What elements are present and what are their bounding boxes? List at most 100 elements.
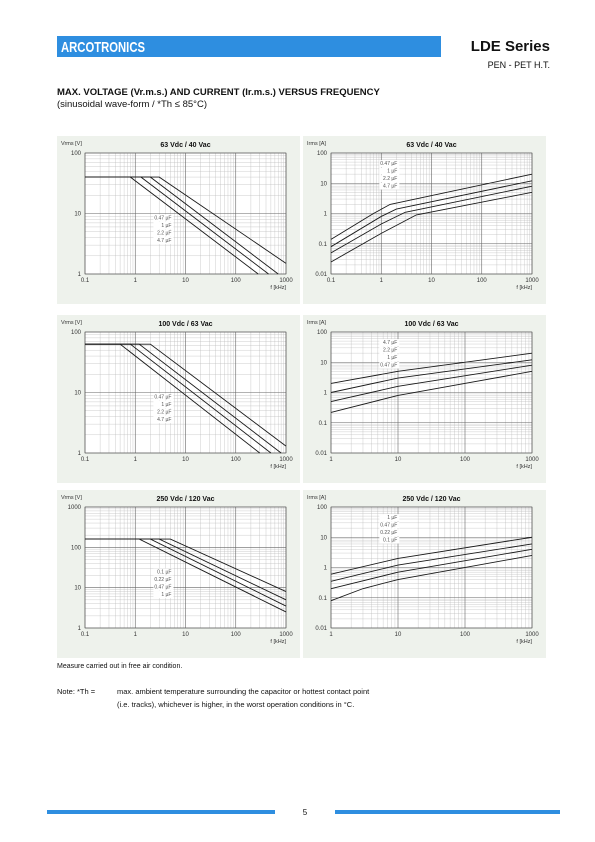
series-line bbox=[85, 538, 287, 613]
chart: 1 10 100 1000 0.01 0.1 1 10 100 100 Vdc / 63 Vac I… bbox=[303, 315, 546, 483]
plot-frame bbox=[330, 152, 533, 275]
y-tick-label: 0.1 bbox=[319, 421, 328, 427]
legend-backing bbox=[153, 214, 174, 222]
legend-backing bbox=[379, 521, 400, 529]
x-tick-label: 0.1 bbox=[81, 278, 90, 284]
x-tick-label: 10 bbox=[428, 278, 435, 284]
legend-backing bbox=[379, 536, 400, 544]
y-tick-label: 0.01 bbox=[315, 451, 327, 457]
legend-backing bbox=[379, 182, 400, 190]
series-line bbox=[330, 185, 533, 254]
legend-label: 2.2 µF bbox=[383, 176, 397, 182]
x-tick-label: 1000 bbox=[525, 278, 539, 284]
legend-label: 0.47 µF bbox=[380, 363, 397, 369]
y-tick-label: 1 bbox=[324, 391, 328, 397]
y-tick-label: 0.1 bbox=[319, 242, 328, 248]
x-tick-label: 1000 bbox=[279, 457, 293, 463]
series-line bbox=[330, 191, 533, 263]
series-line bbox=[330, 555, 533, 602]
y-tick-label: 10 bbox=[74, 586, 81, 592]
series-line bbox=[330, 543, 533, 582]
footer-bar bbox=[335, 810, 560, 814]
x-tick-label: 100 bbox=[231, 632, 242, 638]
legend-label: 4.7 µF bbox=[157, 238, 171, 244]
x-tick-label: 100 bbox=[231, 457, 242, 463]
legend-label: 1 µF bbox=[161, 592, 171, 598]
x-axis-label: f [kHz] bbox=[270, 464, 286, 470]
chart-title: 250 Vdc / 120 Vac bbox=[403, 496, 461, 503]
series-line bbox=[330, 370, 533, 413]
legend-backing bbox=[153, 401, 174, 409]
y-axis-label: Irms [A] bbox=[307, 141, 326, 147]
y-axis-label: Vrms [V] bbox=[61, 320, 82, 326]
legend-label: 4.7 µF bbox=[383, 184, 397, 190]
legend-label: 1 µF bbox=[161, 223, 171, 229]
legend-backing bbox=[153, 237, 174, 245]
x-tick-label: 1000 bbox=[279, 632, 293, 638]
y-tick-label: 100 bbox=[317, 330, 328, 336]
brand-bar bbox=[57, 36, 441, 57]
x-tick-label: 100 bbox=[231, 278, 242, 284]
legend-label: 0.47 µF bbox=[154, 585, 171, 591]
legend-label: 0.22 µF bbox=[154, 577, 171, 583]
x-tick-label: 0.1 bbox=[327, 278, 336, 284]
legend-label: 1 µF bbox=[387, 515, 397, 521]
legend-label: 0.47 µF bbox=[380, 161, 397, 167]
legend-label: 2.2 µF bbox=[383, 348, 397, 354]
y-axis-label: Vrms [V] bbox=[61, 141, 82, 147]
legend-label: 0.22 µF bbox=[380, 530, 397, 536]
legend-backing bbox=[379, 167, 400, 175]
legend-backing bbox=[153, 568, 174, 576]
legend-backing bbox=[153, 222, 174, 230]
x-tick-label: 0.1 bbox=[81, 457, 90, 463]
plot-frame bbox=[84, 152, 287, 275]
series-line bbox=[330, 180, 533, 248]
legend-backing bbox=[153, 583, 174, 591]
y-tick-label: 1 bbox=[78, 626, 82, 632]
legend-label: 1 µF bbox=[387, 355, 397, 361]
y-axis-label: Vrms [V] bbox=[61, 495, 82, 501]
x-tick-label: 1 bbox=[329, 632, 333, 638]
x-tick-label: 100 bbox=[460, 632, 471, 638]
x-tick-label: 10 bbox=[182, 632, 189, 638]
plot-frame bbox=[84, 331, 287, 454]
x-tick-label: 1 bbox=[380, 278, 384, 284]
x-tick-label: 100 bbox=[460, 457, 471, 463]
y-tick-label: 100 bbox=[71, 151, 82, 157]
legend-label: 1 µF bbox=[161, 402, 171, 408]
legend-backing bbox=[379, 160, 400, 168]
legend-backing bbox=[153, 229, 174, 237]
legend-label: 1 µF bbox=[387, 169, 397, 175]
series-title: LDE Series bbox=[471, 38, 550, 55]
note-line: max. ambient temperature surrounding the… bbox=[117, 687, 370, 696]
y-tick-label: 0.01 bbox=[315, 626, 327, 632]
legend-backing bbox=[153, 393, 174, 401]
footer-bar bbox=[47, 810, 275, 814]
legend-backing bbox=[379, 346, 400, 354]
series-line bbox=[330, 173, 533, 240]
y-tick-label: 10 bbox=[320, 535, 327, 541]
y-tick-label: 0.1 bbox=[319, 596, 328, 602]
x-tick-label: 1000 bbox=[279, 278, 293, 284]
legend-label: 0.1 µF bbox=[157, 570, 171, 576]
legend-backing bbox=[379, 361, 400, 369]
x-axis-label: f [kHz] bbox=[516, 285, 532, 291]
legend-label: 0.1 µF bbox=[383, 538, 397, 544]
y-tick-label: 100 bbox=[317, 505, 328, 511]
legend-backing bbox=[153, 576, 174, 584]
legend-backing bbox=[379, 339, 400, 347]
series-line bbox=[330, 548, 533, 590]
section-subtitle: (sinusoidal wave-form / *Th ≤ 85°C) bbox=[57, 99, 207, 110]
legend-label: 0.47 µF bbox=[380, 523, 397, 529]
legend-label: 4.7 µF bbox=[383, 340, 397, 346]
series-subtitle: PEN - PET H.T. bbox=[488, 60, 550, 70]
x-tick-label: 100 bbox=[477, 278, 488, 284]
plot-frame bbox=[84, 506, 287, 629]
x-tick-label: 1 bbox=[329, 457, 333, 463]
